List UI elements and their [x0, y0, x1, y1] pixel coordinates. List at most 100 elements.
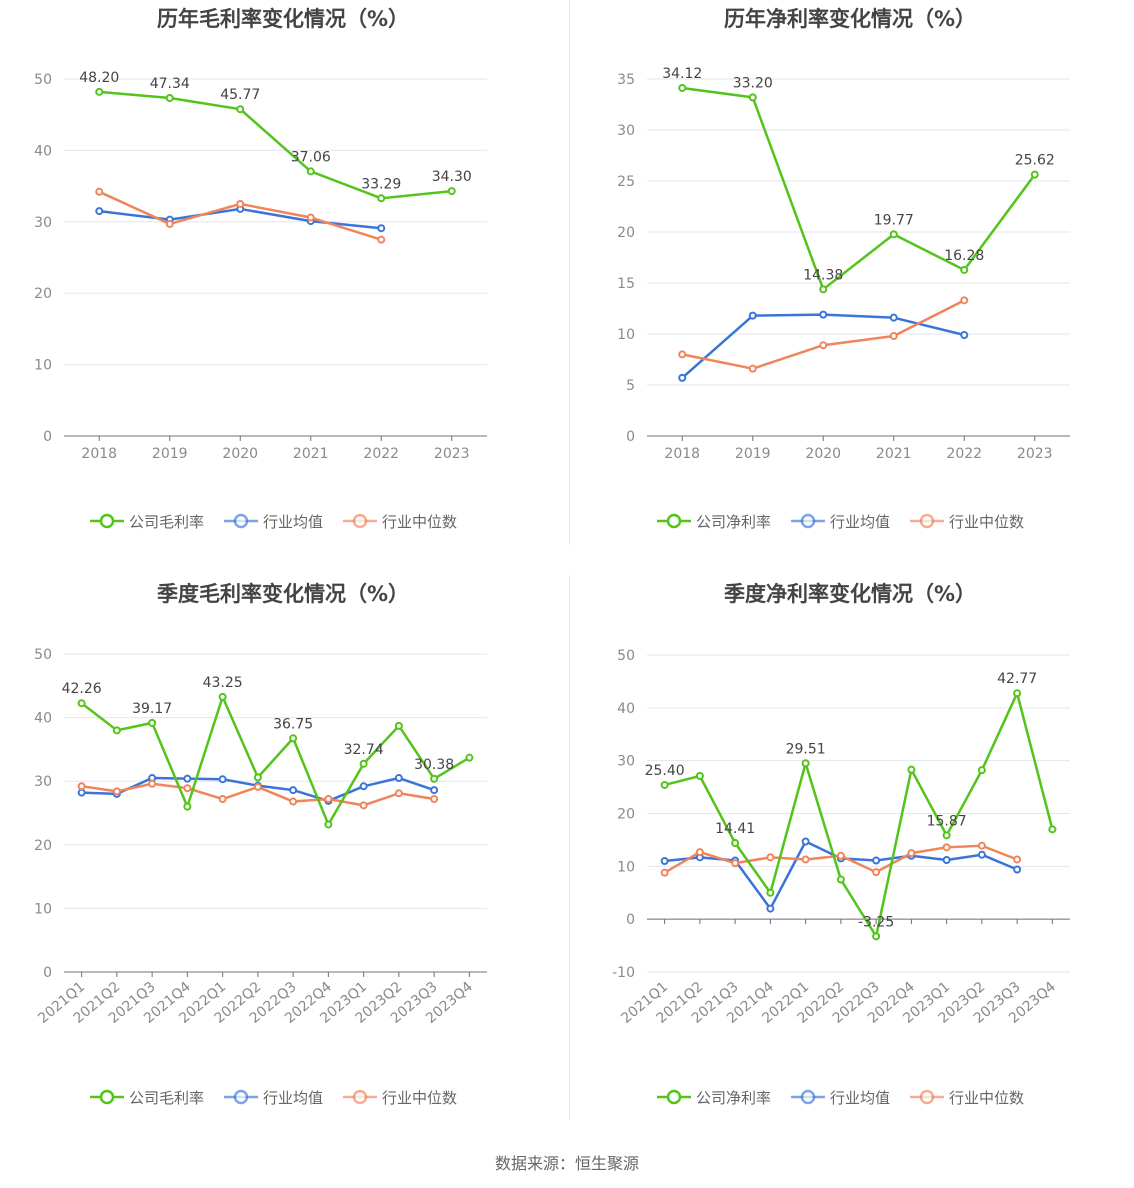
y-tick-label: 5 [626, 378, 635, 394]
data-label: 42.77 [997, 671, 1037, 687]
data-point [819, 310, 828, 319]
data-point [289, 797, 298, 806]
data-label: 19.77 [874, 212, 914, 228]
legend-label: 行业均值 [263, 513, 323, 531]
x-tick-label: 2021 [876, 446, 912, 462]
x-tick-label: 2019 [152, 446, 188, 462]
y-tick-label: 40 [34, 143, 52, 159]
data-point [695, 848, 704, 857]
data-point [960, 265, 969, 274]
y-tick-label: 40 [617, 701, 635, 717]
y-tick-label: 30 [617, 123, 635, 139]
chart-svg: 季度毛利率变化情况（%）010203040502021Q12021Q22021Q… [34, 582, 487, 1107]
data-point [218, 775, 227, 784]
data-label: 30.38 [414, 757, 454, 773]
data-label: 47.34 [150, 76, 190, 92]
series-line [99, 90, 452, 200]
panel-divider-bottom [569, 575, 570, 1120]
legend-label: 行业均值 [830, 513, 890, 531]
data-point [95, 207, 104, 216]
legend-label: 公司净利率 [696, 1089, 771, 1107]
data-point [430, 786, 439, 795]
data-point [95, 187, 104, 196]
data-point [1030, 170, 1039, 179]
data-point [289, 734, 298, 743]
data-point [236, 105, 245, 114]
data-point [77, 699, 86, 708]
chart-title: 历年毛利率变化情况（%） [157, 7, 409, 31]
x-tick-label: 2018 [664, 446, 700, 462]
data-point [306, 167, 315, 176]
x-tick-label: 2022 [946, 446, 982, 462]
data-label: 29.51 [786, 741, 826, 757]
legend-label: 行业中位数 [382, 1089, 457, 1107]
chart-title: 历年净利率变化情况（%） [724, 7, 976, 31]
y-tick-label: 50 [34, 72, 52, 88]
data-point [977, 841, 986, 850]
y-tick-label: 10 [34, 901, 52, 917]
legend-marker [666, 513, 682, 529]
data-point [819, 285, 828, 294]
y-tick-label: 10 [34, 358, 52, 374]
data-label: 16.28 [944, 248, 984, 264]
data-label: 25.62 [1015, 153, 1055, 169]
data-point [183, 784, 192, 793]
data-point [253, 773, 262, 782]
data-point [766, 888, 775, 897]
chart-svg: 历年毛利率变化情况（%） 0 10 20 30 40 50 2018 2019 2020 2021 2… [34, 7, 487, 531]
data-point [359, 782, 368, 791]
data-point [801, 759, 810, 768]
data-label: 45.77 [220, 87, 260, 103]
y-tick-label: 10 [617, 859, 635, 875]
data-point [394, 774, 403, 783]
data-point [306, 213, 315, 222]
x-tick-label: 2021 [293, 446, 329, 462]
chart-annual-gross-margin: 历年毛利率变化情况（%） 0 10 20 30 40 50 2018 2019 2020 2021 2… [0, 0, 567, 575]
legend-label: 行业中位数 [949, 513, 1024, 531]
data-point [447, 187, 456, 196]
data-label: 15.87 [927, 813, 967, 829]
data-point [324, 820, 333, 829]
data-point [872, 932, 881, 941]
data-point [377, 224, 386, 233]
data-point [95, 87, 104, 96]
y-tick-label: 20 [617, 225, 635, 241]
data-point [183, 802, 192, 811]
data-point [678, 373, 687, 382]
legend-label: 公司毛利率 [129, 513, 204, 531]
data-label: 39.17 [132, 701, 172, 717]
legend-label: 行业均值 [830, 1089, 890, 1107]
chart-title: 季度毛利率变化情况（%） [157, 582, 409, 606]
data-point [165, 219, 174, 228]
series-line [664, 840, 1018, 910]
data-label: -3.25 [858, 914, 894, 930]
y-tick-label: 0 [43, 429, 52, 445]
y-tick-label: 0 [626, 912, 635, 928]
data-point [889, 313, 898, 322]
data-point [148, 779, 157, 788]
data-label: 36.75 [273, 716, 313, 732]
y-tick-label: 10 [617, 327, 635, 343]
data-point [766, 904, 775, 913]
y-tick-label: 25 [617, 174, 635, 190]
data-point [1048, 825, 1057, 834]
x-tick-label: 2023 [434, 446, 470, 462]
x-tick-label: 2020 [222, 446, 258, 462]
data-point [660, 857, 669, 866]
data-point [836, 875, 845, 884]
data-point [731, 839, 740, 848]
data-point [889, 332, 898, 341]
y-tick-label: 40 [34, 711, 52, 727]
data-point [236, 199, 245, 208]
data-point [289, 786, 298, 795]
legend-marker [800, 513, 816, 529]
data-point [394, 789, 403, 798]
data-point [836, 851, 845, 860]
data-point [660, 780, 669, 789]
y-tick-label: 35 [617, 72, 635, 88]
legend-marker [919, 1089, 935, 1105]
y-tick-label: 0 [43, 965, 52, 981]
legend-marker [800, 1089, 816, 1105]
data-source-note: 数据来源：恒生聚源 [494, 1154, 639, 1173]
data-point [112, 726, 121, 735]
